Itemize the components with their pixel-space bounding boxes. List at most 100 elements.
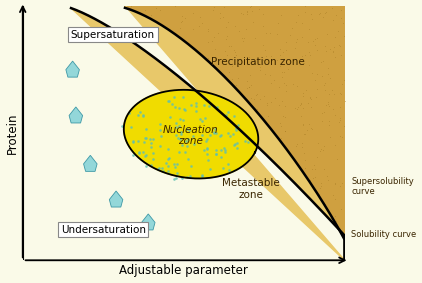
Point [337, 44, 344, 48]
Point [143, 127, 149, 132]
Point [147, 141, 154, 145]
Point [140, 113, 146, 118]
Point [179, 19, 186, 23]
Point [299, 122, 306, 127]
Point [308, 70, 315, 75]
Point [130, 138, 137, 143]
Point [188, 163, 195, 168]
Point [192, 101, 199, 105]
Point [199, 119, 206, 124]
Point [241, 138, 248, 143]
Point [181, 106, 188, 111]
Point [332, 196, 339, 201]
Point [233, 141, 240, 145]
Point [226, 44, 233, 48]
Point [189, 26, 196, 31]
Point [213, 151, 219, 156]
Point [219, 15, 226, 19]
Point [299, 21, 306, 25]
Point [247, 96, 254, 100]
Point [298, 114, 305, 119]
Point [291, 106, 298, 110]
Polygon shape [109, 191, 123, 207]
Point [301, 132, 308, 137]
Point [281, 115, 288, 119]
Point [317, 60, 324, 65]
Point [336, 105, 343, 109]
Point [130, 140, 136, 144]
Point [178, 131, 184, 136]
Point [233, 53, 240, 57]
Point [319, 59, 326, 64]
Point [304, 127, 311, 132]
Point [180, 118, 187, 123]
Point [217, 133, 224, 138]
Point [170, 95, 177, 100]
Point [302, 158, 308, 162]
Polygon shape [23, 6, 345, 260]
Point [327, 76, 334, 81]
Point [171, 177, 178, 181]
Polygon shape [69, 107, 83, 123]
Point [279, 70, 286, 74]
Point [213, 104, 220, 109]
Point [327, 47, 333, 52]
Point [223, 25, 230, 29]
Point [308, 97, 315, 101]
Point [298, 101, 305, 106]
Point [322, 202, 329, 206]
Point [156, 7, 163, 12]
Point [267, 31, 273, 35]
Point [306, 63, 313, 68]
Point [246, 85, 252, 89]
Text: Metastable
zone: Metastable zone [222, 178, 280, 200]
Point [187, 102, 194, 107]
Point [329, 48, 336, 53]
Point [263, 101, 270, 105]
Point [243, 86, 250, 90]
Point [247, 83, 254, 87]
Point [278, 13, 284, 17]
Point [176, 150, 183, 154]
Point [305, 121, 312, 126]
Point [193, 108, 200, 113]
Point [325, 100, 332, 105]
Point [322, 11, 329, 16]
Point [316, 186, 323, 191]
Point [332, 55, 338, 60]
Point [206, 133, 213, 138]
Point [199, 21, 206, 25]
Point [316, 12, 322, 16]
Point [211, 130, 217, 135]
Point [218, 154, 225, 159]
Point [289, 25, 295, 30]
Point [157, 122, 163, 127]
Point [230, 113, 237, 118]
Point [199, 133, 206, 137]
Y-axis label: Protein: Protein [5, 112, 19, 154]
Point [178, 19, 185, 24]
Point [280, 70, 287, 74]
Point [229, 64, 235, 68]
Point [309, 38, 316, 43]
Polygon shape [124, 90, 258, 179]
Point [171, 4, 178, 9]
Point [295, 12, 302, 17]
Point [278, 124, 285, 128]
Point [213, 131, 220, 136]
Point [216, 16, 223, 20]
Point [233, 128, 239, 132]
Point [141, 153, 148, 158]
Point [311, 166, 318, 171]
Point [165, 164, 171, 168]
Point [167, 115, 173, 120]
Point [293, 142, 300, 146]
Point [279, 75, 286, 80]
Point [306, 53, 313, 57]
Point [293, 37, 300, 41]
Point [268, 54, 274, 59]
X-axis label: Adjustable parameter: Adjustable parameter [119, 264, 248, 277]
Point [282, 48, 289, 52]
Point [177, 137, 184, 141]
Point [203, 138, 210, 143]
